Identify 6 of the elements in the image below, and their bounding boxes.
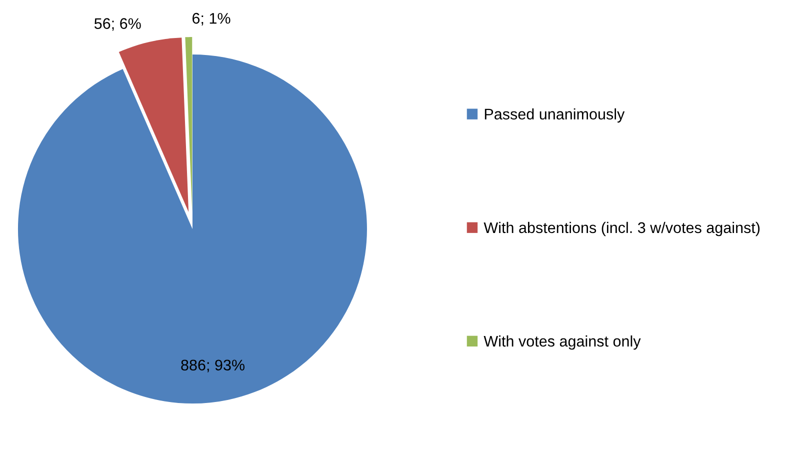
- legend-label: With votes against only: [484, 335, 641, 350]
- data-label: 6; 1%: [192, 12, 230, 26]
- data-label: 886; 93%: [181, 360, 245, 372]
- data-label: 56; 6%: [94, 18, 141, 31]
- legend-label: With abstentions (incl. 3 w/votes against): [484, 222, 760, 236]
- legend-label: Passed unanimously: [484, 108, 625, 123]
